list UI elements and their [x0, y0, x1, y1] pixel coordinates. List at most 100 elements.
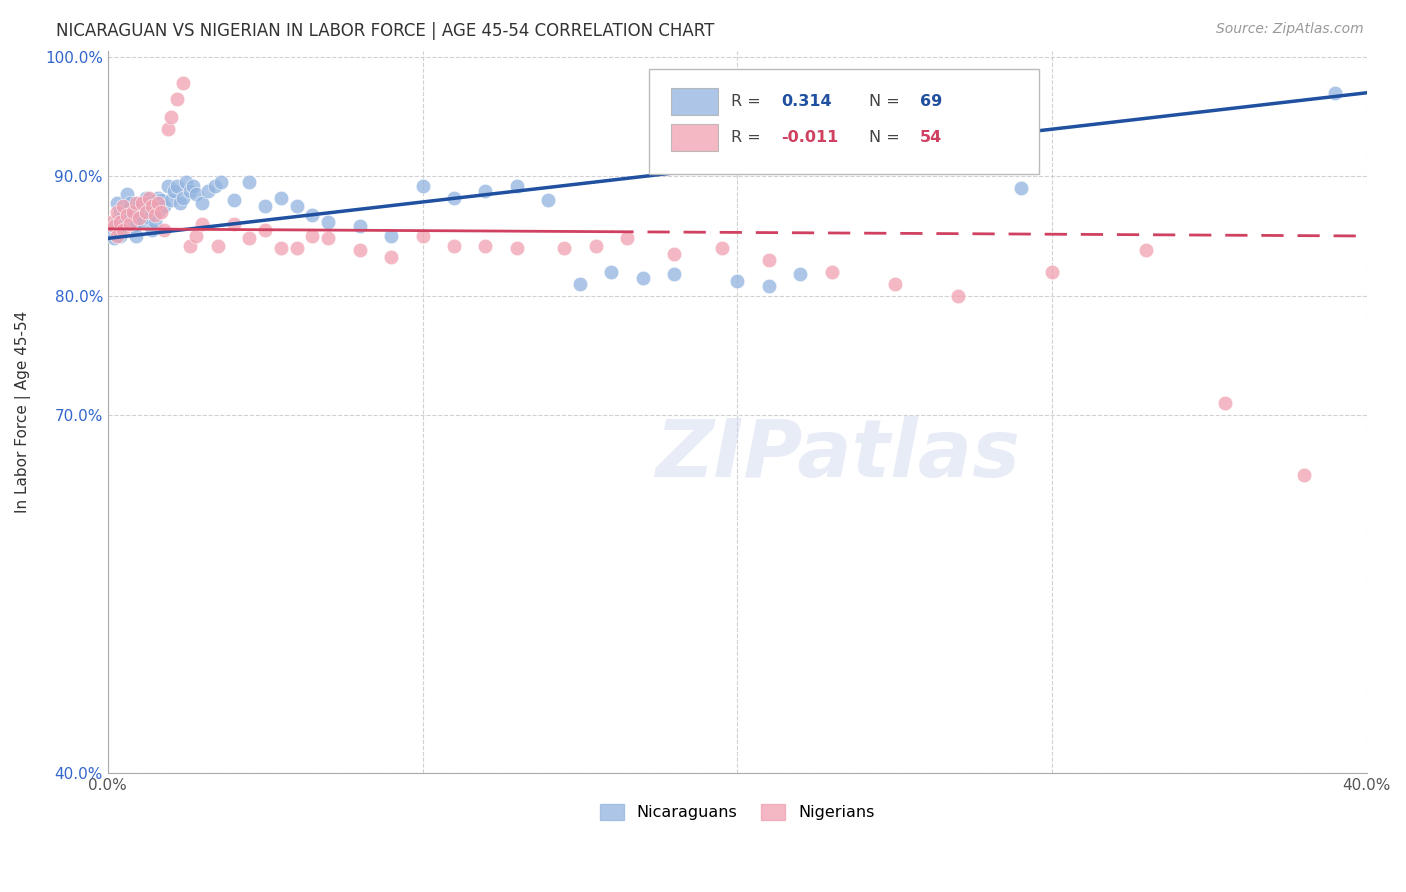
Point	[380, 251, 402, 265]
Point	[600, 265, 623, 279]
Point	[568, 277, 591, 291]
Point	[758, 252, 780, 267]
Text: ZIPatlas: ZIPatlas	[655, 417, 1021, 494]
Point	[150, 193, 173, 207]
Text: 69: 69	[920, 94, 942, 109]
Point	[115, 187, 138, 202]
Point	[110, 205, 132, 219]
Point	[138, 191, 160, 205]
Point	[146, 205, 169, 219]
Point	[103, 231, 125, 245]
Point	[141, 199, 163, 213]
Point	[138, 211, 160, 226]
Point	[128, 211, 150, 226]
Point	[118, 195, 141, 210]
Point	[443, 191, 465, 205]
Point	[1010, 181, 1032, 195]
Point	[115, 207, 138, 221]
Point	[112, 207, 135, 221]
Point	[207, 238, 229, 252]
Point	[238, 231, 260, 245]
Point	[122, 205, 145, 219]
Point	[128, 207, 150, 221]
Text: 54: 54	[920, 130, 942, 145]
Point	[125, 229, 148, 244]
Point	[238, 175, 260, 189]
Point	[285, 241, 308, 255]
Point	[412, 229, 434, 244]
Point	[191, 217, 214, 231]
Point	[150, 205, 173, 219]
Point	[1324, 86, 1347, 100]
Point	[474, 238, 496, 252]
Point	[153, 199, 176, 213]
Point	[135, 191, 157, 205]
Point	[301, 207, 323, 221]
Point	[131, 195, 153, 210]
Point	[125, 195, 148, 210]
Point	[616, 231, 638, 245]
Point	[122, 205, 145, 219]
Point	[316, 231, 339, 245]
Legend: Nicaraguans, Nigerians: Nicaraguans, Nigerians	[593, 797, 882, 827]
Point	[115, 202, 138, 217]
Point	[172, 76, 194, 90]
Point	[285, 199, 308, 213]
Point	[316, 215, 339, 229]
Point	[506, 241, 529, 255]
Point	[553, 241, 575, 255]
Point	[146, 191, 169, 205]
Text: N =: N =	[869, 94, 905, 109]
Point	[664, 247, 686, 261]
Point	[156, 178, 179, 193]
Point	[585, 238, 607, 252]
Text: 0.314: 0.314	[782, 94, 832, 109]
Point	[506, 178, 529, 193]
Point	[631, 270, 654, 285]
Point	[163, 184, 186, 198]
Point	[172, 191, 194, 205]
Point	[883, 277, 905, 291]
Point	[141, 205, 163, 219]
Point	[135, 205, 157, 219]
Point	[105, 195, 128, 210]
Point	[143, 215, 166, 229]
Point	[103, 219, 125, 234]
Point	[179, 184, 201, 198]
Bar	[671, 124, 718, 152]
Point	[209, 175, 232, 189]
Point	[412, 178, 434, 193]
Point	[112, 219, 135, 234]
Point	[725, 274, 748, 288]
Point	[100, 215, 122, 229]
Point	[191, 195, 214, 210]
Point	[153, 223, 176, 237]
Point	[118, 217, 141, 231]
Point	[1135, 244, 1157, 258]
Point	[166, 178, 188, 193]
Point	[821, 265, 844, 279]
Point	[197, 184, 219, 198]
Point	[1213, 396, 1236, 410]
Text: R =: R =	[731, 94, 766, 109]
Point	[380, 229, 402, 244]
Point	[1040, 265, 1063, 279]
Point	[159, 110, 181, 124]
Point	[176, 175, 198, 189]
Point	[100, 223, 122, 237]
Point	[301, 229, 323, 244]
Point	[222, 193, 245, 207]
Text: -0.011: -0.011	[782, 130, 838, 145]
Point	[349, 219, 371, 234]
Point	[184, 229, 207, 244]
Point	[710, 241, 733, 255]
Point	[169, 195, 191, 210]
Point	[141, 223, 163, 237]
Point	[270, 191, 292, 205]
Point	[789, 267, 811, 281]
Point	[664, 267, 686, 281]
Text: Source: ZipAtlas.com: Source: ZipAtlas.com	[1216, 22, 1364, 37]
Point	[758, 279, 780, 293]
Point	[135, 205, 157, 219]
Point	[122, 219, 145, 234]
